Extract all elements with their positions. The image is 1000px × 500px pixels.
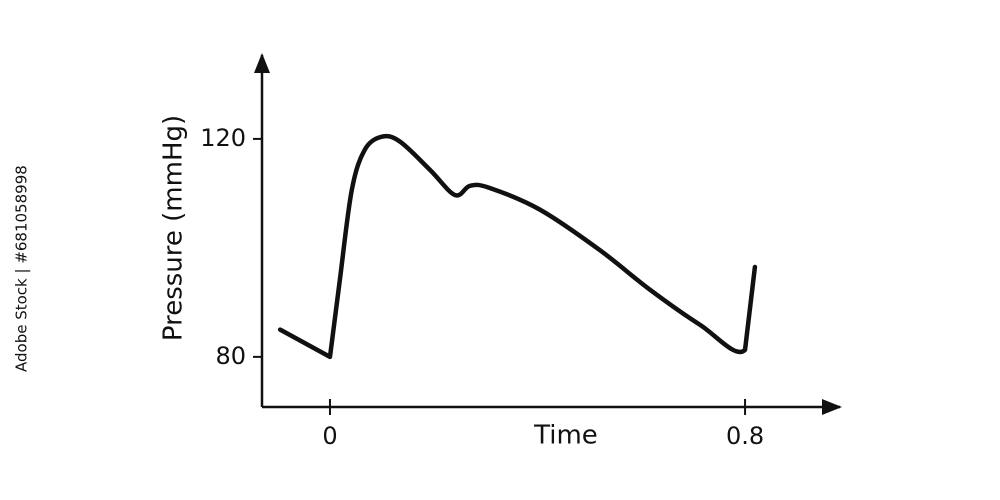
pressure-line <box>277 133 758 360</box>
watermark: Adobe Stock | #681058998 <box>13 165 31 372</box>
x-tick-label: 0 <box>322 422 337 450</box>
y-tick-label: 80 <box>215 342 246 370</box>
x-axis-title: Time <box>533 421 598 451</box>
x-tick-label: 0.8 <box>726 422 764 450</box>
y-tick-label: 120 <box>200 124 246 152</box>
y-axis-title: Pressure (mmHg) <box>159 115 189 341</box>
